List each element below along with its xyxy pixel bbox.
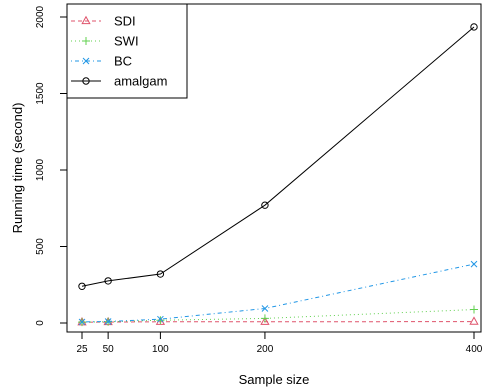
data-point-amalgam <box>78 282 86 290</box>
legend-label-SDI: SDI <box>114 14 136 29</box>
legend-marker-SDI <box>81 15 91 25</box>
series-layer <box>77 23 479 327</box>
x-tick-label: 50 <box>103 344 115 355</box>
data-point-amalgam <box>104 277 112 285</box>
y-tick-label: 1000 <box>35 158 46 181</box>
x-tick-label: 100 <box>152 344 169 355</box>
legend-label-SWI: SWI <box>114 34 139 49</box>
legend-label-BC: BC <box>114 54 132 69</box>
legend-marker-SWI <box>82 37 90 45</box>
data-point-SDI <box>260 316 270 325</box>
y-tick-label: 1500 <box>35 82 46 105</box>
x-axis: 25 50 100 200 400 <box>76 331 483 355</box>
data-point-SWI <box>470 305 478 314</box>
x-tick-label: 200 <box>257 344 274 355</box>
data-point-BC <box>157 315 164 323</box>
series-SWI <box>78 305 478 327</box>
series-line-SDI <box>81 321 475 323</box>
legend-marker-BC <box>82 57 90 65</box>
series-line-amalgam <box>81 26 475 287</box>
data-point-SDI <box>469 316 479 325</box>
y-tick-label: 2000 <box>35 5 46 28</box>
data-point-SWI <box>260 314 269 323</box>
series-BC <box>78 260 478 326</box>
x-tick-label: 400 <box>466 344 483 355</box>
data-point-amalgam <box>156 270 165 278</box>
data-point-SWI <box>156 316 165 325</box>
x-axis-title: Sample size <box>239 372 310 387</box>
legend-marker-amalgam <box>82 77 90 85</box>
data-point-amalgam <box>261 201 269 209</box>
data-point-BC <box>104 318 112 325</box>
legend-label-amalgam: amalgam <box>114 74 167 89</box>
x-tick-label: 25 <box>76 344 88 355</box>
series-amalgam <box>78 23 478 290</box>
legend-box <box>66 3 188 99</box>
y-axis: 0 500 1000 1500 2000 <box>35 5 68 326</box>
legend: SDI SWI BC amalgam <box>66 3 188 99</box>
series-line-BC <box>81 263 475 323</box>
y-tick-label: 0 <box>35 320 46 326</box>
data-point-BC <box>261 305 269 312</box>
series-line-SWI <box>81 309 475 323</box>
data-point-BC <box>470 260 478 268</box>
data-point-BC <box>78 318 86 326</box>
y-axis-title: Running time (second) <box>10 103 25 234</box>
data-point-amalgam <box>470 23 478 31</box>
y-tick-label: 500 <box>35 238 46 255</box>
